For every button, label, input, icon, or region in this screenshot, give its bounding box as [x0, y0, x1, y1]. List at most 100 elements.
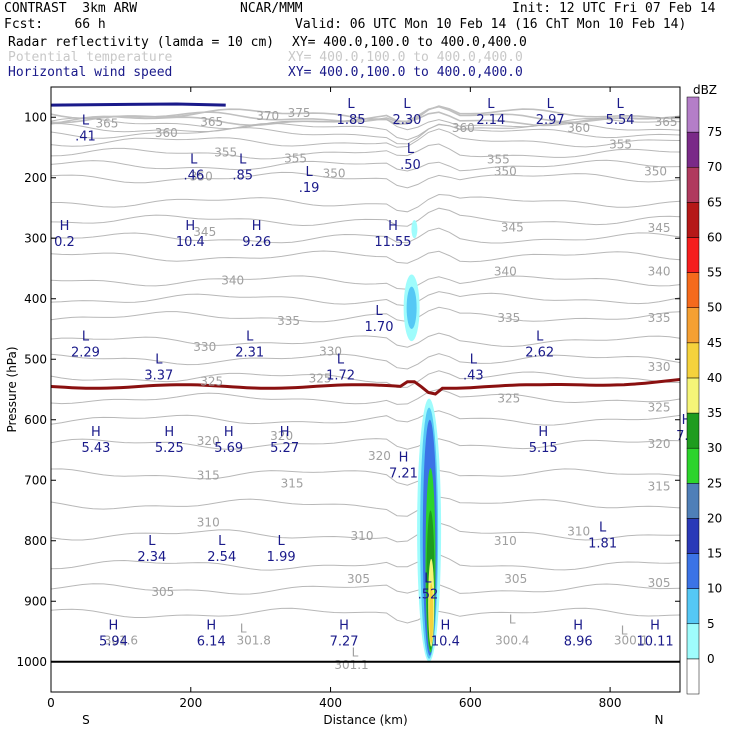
theta-label: 340 [221, 274, 244, 288]
colorbar-swatch [686, 623, 700, 660]
colorbar-label: 60 [707, 230, 722, 244]
x-tick-label: 800 [599, 696, 622, 710]
field-theta: Potential temperature [8, 50, 173, 65]
theta-label: 310 [197, 516, 220, 530]
theta-label: 301.8 [236, 634, 270, 648]
theta-label: 330 [319, 344, 342, 358]
reflectivity-cell [411, 220, 418, 239]
theta-contour [51, 306, 680, 323]
theta-label: 335 [648, 311, 671, 325]
colorbar-swatch [686, 588, 700, 625]
theta-label: 320 [270, 429, 293, 443]
colorbar-label: 55 [707, 266, 722, 280]
theta-label: 325 [309, 372, 332, 386]
wind-extremum-type: H [252, 219, 262, 234]
theta-label: 350 [190, 170, 213, 184]
y-tick-label: 300 [24, 231, 47, 245]
colorbar-label: 25 [707, 476, 722, 490]
theta-contour [51, 128, 680, 148]
theta-contour [51, 583, 680, 595]
wind-extremum-value: 10.4 [431, 635, 460, 650]
theta-label: 300.1 [614, 634, 648, 648]
wind-extremum-value: .52 [418, 587, 439, 602]
theta-label: 350 [494, 165, 517, 179]
colorbar-swatch [686, 483, 700, 519]
wind-extremum-value: 5.25 [155, 441, 184, 456]
colorbar-swatch [686, 237, 700, 273]
theta-label: 350 [644, 165, 667, 179]
theta-label: 355 [284, 151, 307, 165]
y-tick-label: 200 [24, 171, 47, 185]
theta-contour [51, 171, 680, 189]
colorbar-swatch [686, 272, 700, 308]
colorbar-label: 0 [707, 652, 715, 666]
colorbar-label: 20 [707, 511, 722, 525]
wind-extremum-value: 2.30 [392, 113, 421, 128]
theta-label: 330 [193, 340, 216, 354]
theta-label: 325 [648, 401, 671, 415]
plot-frame [50, 86, 681, 693]
theta-label: 355 [214, 145, 237, 159]
colorbar-swatch [686, 342, 700, 379]
wind-extremum-type: L [148, 534, 156, 549]
wind-extremum-value: 8.96 [564, 635, 593, 650]
wind-extremum-type: H [91, 425, 101, 440]
theta-label: 350 [323, 167, 346, 181]
theta-label: 340 [648, 265, 671, 279]
colorbar-swatch [686, 96, 700, 133]
freezing-level-line [51, 378, 680, 396]
theta-label: 345 [501, 220, 524, 234]
wind-extremum-type: L [375, 304, 383, 319]
wind-extremum-value: .85 [232, 169, 253, 184]
theta-label: 315 [281, 476, 304, 490]
y-tick-label: 800 [24, 534, 47, 548]
x-tick-label: 0 [47, 696, 55, 710]
theta-label: 325 [200, 375, 223, 389]
wind-extremum-type: L [470, 352, 478, 367]
wind-extremum-type: H [682, 413, 692, 428]
wind-extremum-type: H [60, 219, 70, 234]
theta-label: 360 [567, 121, 590, 135]
theta-contour [51, 553, 680, 571]
theta-label: 305 [504, 572, 527, 586]
colorbar-swatch [686, 658, 700, 695]
theta-contour [51, 122, 680, 141]
theta-contour [51, 388, 680, 405]
wind-extremum-type: L [547, 97, 555, 112]
field-wind: Horizontal wind speed [8, 65, 173, 80]
theta-label: 300.4 [495, 634, 529, 648]
wind-extremum-value: .46 [183, 169, 204, 184]
wind-extremum-type: L [599, 520, 607, 535]
field-reflectivity-xy: XY= 400.0,100.0 to 400.0,400.0 [292, 35, 527, 50]
wind-extremum-type: H [164, 425, 174, 440]
wind-extremum-value: 3.37 [144, 368, 173, 383]
wind-extremum-type: H [440, 619, 450, 634]
wind-extremum-value: .43 [463, 368, 484, 383]
wind-extremum-value: 2.97 [536, 113, 565, 128]
wind-extremum-type: H [206, 619, 216, 634]
theta-label: 360 [452, 121, 475, 135]
wind-extremum-value: 2.34 [137, 550, 166, 565]
wind-extremum-value: 6.14 [197, 635, 226, 650]
theta-contour [51, 207, 680, 227]
wind-extremum-value: 1.81 [588, 536, 617, 551]
theta-low-marker: L [509, 612, 516, 626]
theta-contour [51, 353, 680, 370]
theta-contour [51, 193, 680, 213]
theta-label: 340 [494, 265, 517, 279]
colorbar-label: 65 [707, 195, 722, 209]
theta-contour [51, 159, 680, 172]
y-tick-label: 900 [24, 594, 47, 608]
wind-extremum-value: 1.99 [267, 550, 296, 565]
south-label: S [82, 713, 90, 727]
theta-label: 305 [151, 585, 174, 599]
wind-extremum-type: H [650, 619, 660, 634]
wind-extremum-value: 5.54 [606, 113, 635, 128]
field-reflectivity: Radar reflectivity (lamda = 10 cm) [8, 35, 275, 50]
theta-label: 310 [351, 529, 374, 543]
x-axis-title: Distance (km) [323, 713, 407, 727]
wind-extremum-type: L [190, 153, 198, 168]
theta-contour [51, 291, 680, 307]
wind-extremum-value: 1.85 [337, 113, 366, 128]
